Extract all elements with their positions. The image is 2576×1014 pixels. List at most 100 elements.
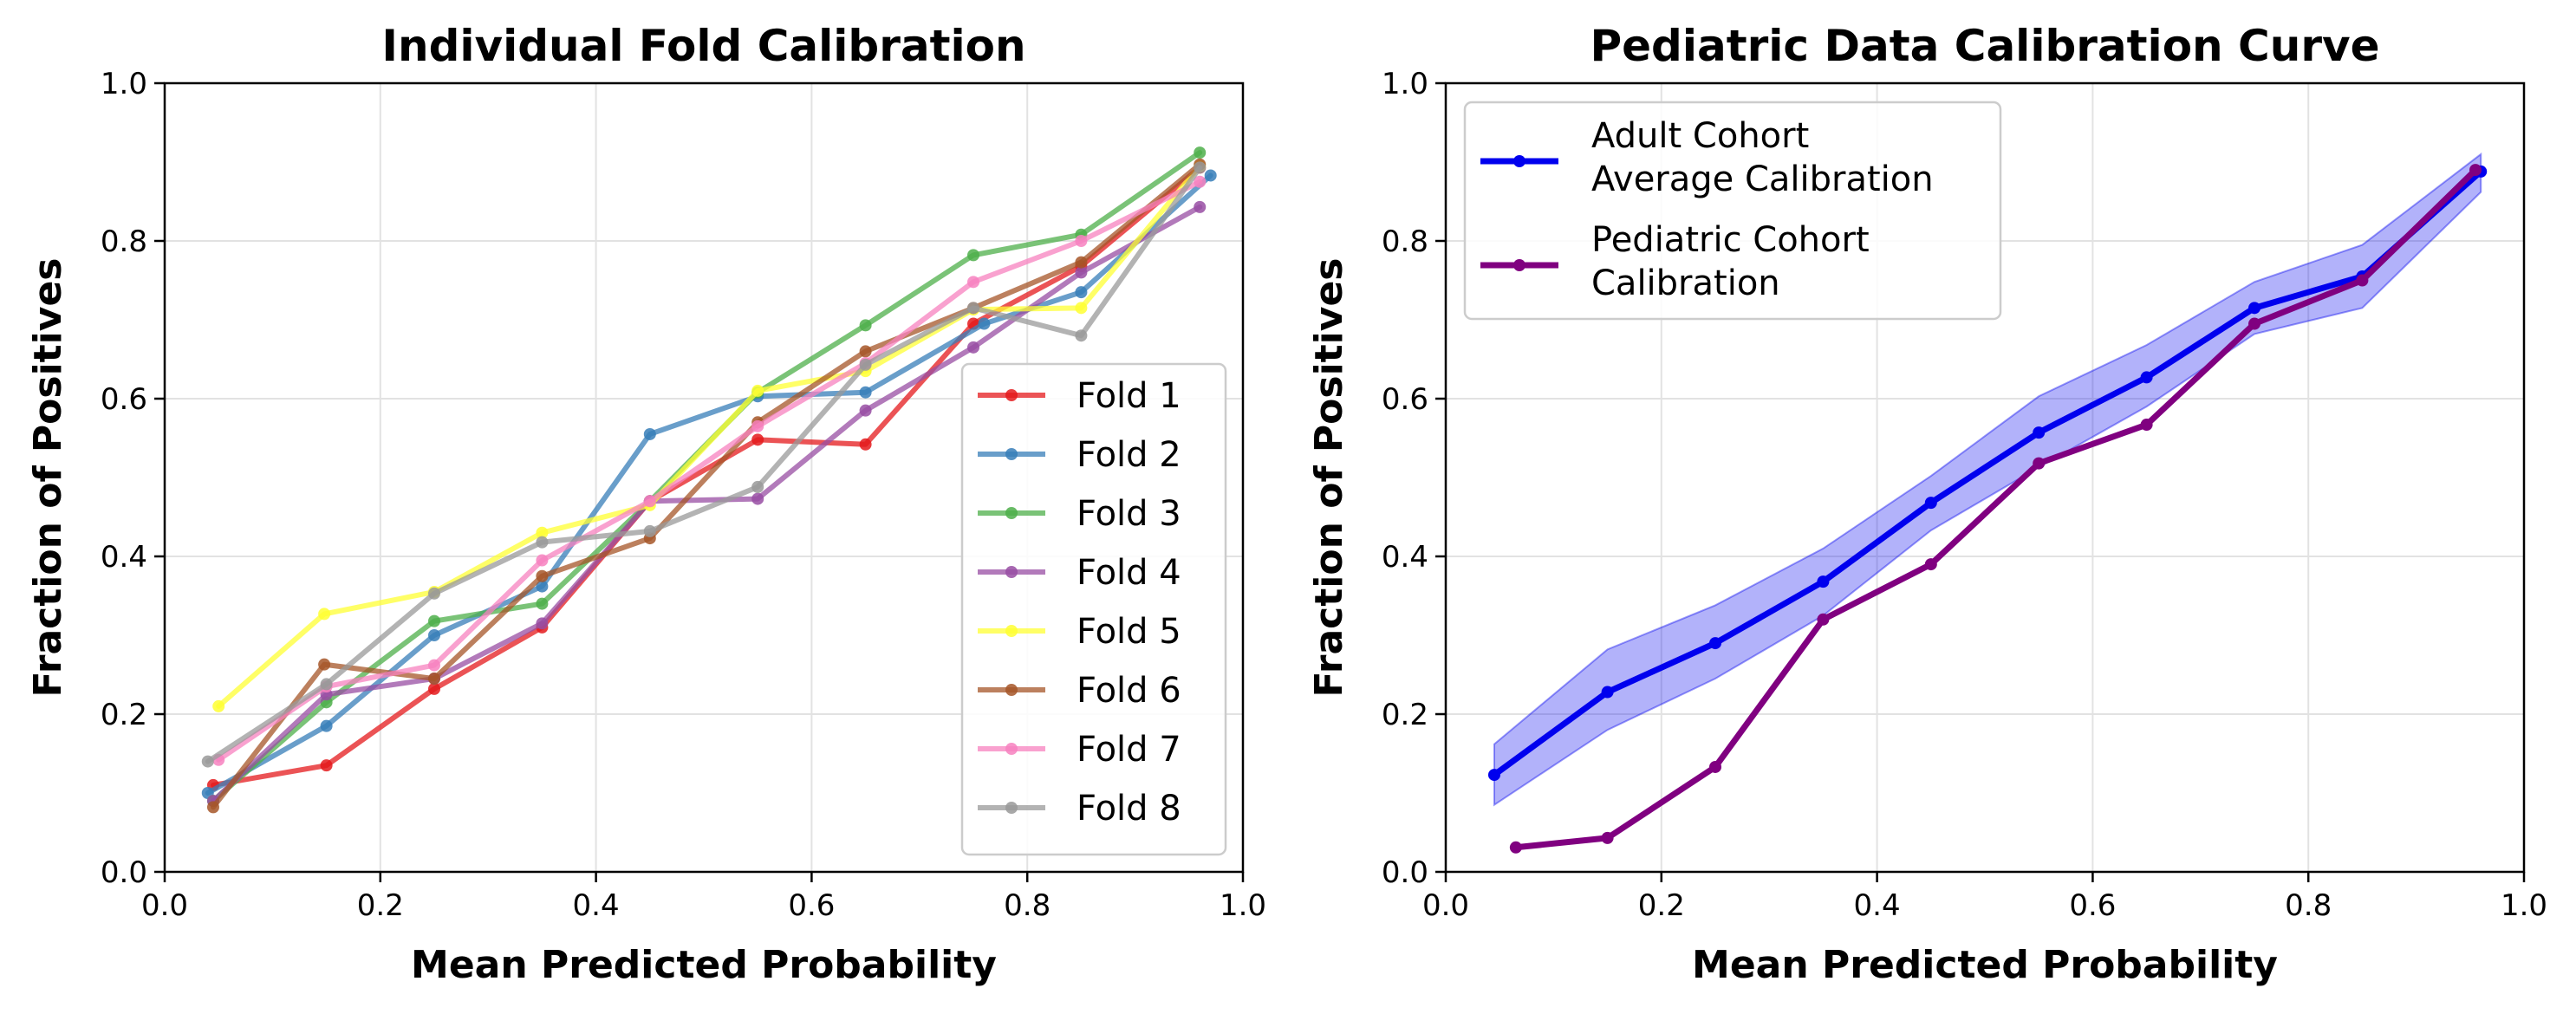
legend-label-line: Adult Cohort xyxy=(1591,116,1809,156)
legend-label-line: Average Calibration xyxy=(1591,159,1934,199)
y-tick-label: 0.0 xyxy=(101,855,147,890)
x-tick-label: 0.2 xyxy=(1638,888,1685,923)
y-tick-label: 0.6 xyxy=(1382,382,1428,417)
legend-item: Fold 4 xyxy=(978,553,1181,593)
legend-swatch-marker xyxy=(1005,566,1018,578)
x-tick-label: 0.0 xyxy=(141,888,188,923)
legend-label: Fold 6 xyxy=(1077,671,1181,711)
x-tick-label: 1.0 xyxy=(1220,888,1266,923)
data-point xyxy=(967,302,979,315)
series-line xyxy=(1512,166,2479,851)
legend-swatch-marker xyxy=(1005,625,1018,637)
legend-swatch-marker xyxy=(1513,259,1525,271)
data-point xyxy=(859,319,872,332)
data-point xyxy=(2469,164,2482,177)
data-point xyxy=(1204,169,1217,182)
x-tick-label: 0.6 xyxy=(2069,888,2116,923)
data-point xyxy=(428,673,440,686)
series-2 xyxy=(1509,164,2482,854)
legend-label: Fold 8 xyxy=(1077,789,1181,829)
series-line xyxy=(216,179,1203,763)
data-point xyxy=(751,480,764,493)
data-point xyxy=(2033,457,2046,470)
data-point xyxy=(536,536,549,549)
legend-swatch-marker xyxy=(1005,507,1018,519)
data-point xyxy=(1075,256,1088,269)
x-tick-label: 0.8 xyxy=(1004,888,1051,923)
data-point xyxy=(1509,841,1522,854)
data-point xyxy=(428,682,440,695)
data-point xyxy=(536,617,549,630)
data-point xyxy=(428,614,440,627)
y-tick-label: 0.4 xyxy=(1382,540,1428,575)
x-tick-label: 1.0 xyxy=(2501,888,2547,923)
legend-item: Fold 6 xyxy=(978,671,1181,711)
y-tick-label: 0.2 xyxy=(1382,698,1428,732)
data-point xyxy=(1817,613,1830,626)
data-point xyxy=(978,317,991,330)
x-axis-label: Mean Predicted Probability xyxy=(1692,943,2278,987)
data-point xyxy=(1075,302,1088,315)
data-point xyxy=(318,608,331,621)
y-axis-label: Fraction of Positives xyxy=(1307,258,1351,698)
data-point xyxy=(859,345,872,358)
data-point xyxy=(320,719,333,732)
y-tick-label: 0.8 xyxy=(1382,224,1428,259)
legend-box xyxy=(960,362,1227,856)
data-point xyxy=(428,659,440,672)
data-point xyxy=(2248,302,2261,315)
chart-title: Pediatric Data Calibration Curve xyxy=(1590,21,2379,71)
data-point xyxy=(1601,831,1614,844)
data-point xyxy=(206,801,219,814)
x-tick-label: 0.8 xyxy=(2285,888,2332,923)
y-tick-label: 1.0 xyxy=(1382,67,1428,101)
data-point xyxy=(536,569,549,582)
legend-label-line: Pediatric Cohort xyxy=(1591,220,1870,260)
y-tick-label: 1.0 xyxy=(101,67,147,101)
data-point xyxy=(212,699,225,712)
plot-frame xyxy=(1444,81,2526,874)
series-8 xyxy=(201,161,1207,768)
legend-item: Fold 8 xyxy=(978,789,1181,829)
data-point xyxy=(2140,419,2153,432)
legend-label: Fold 4 xyxy=(1077,553,1181,593)
x-tick-label: 0.4 xyxy=(573,888,620,923)
y-tick-label: 0.2 xyxy=(101,698,147,732)
legend-item: Fold 7 xyxy=(978,730,1181,770)
series-line xyxy=(210,165,1203,788)
data-point xyxy=(2140,371,2153,384)
chart-title: Individual Fold Calibration xyxy=(381,21,1025,71)
data-point xyxy=(1924,558,1937,571)
legend: Fold 1 Fold 2 Fold 3 Fold 4 Fold 5 Fold 6 Fold… xyxy=(960,362,1227,856)
data-point xyxy=(1075,286,1088,299)
chart-panel-2: 0.0 0.2 0.4 0.6 0.8 1.0 0.0 0.2 0.4 0.6 0.8 1.0 Pedi… xyxy=(1307,21,2547,987)
data-point xyxy=(2033,426,2046,439)
data-point xyxy=(751,433,764,446)
series-line xyxy=(205,165,1203,764)
data-point xyxy=(320,759,333,772)
series-line xyxy=(1491,168,2484,778)
legend-item: Fold 5 xyxy=(978,612,1181,652)
data-point xyxy=(428,629,440,641)
legend-box xyxy=(1463,101,2002,321)
data-point xyxy=(1194,161,1207,174)
x-tick-label: 0.0 xyxy=(1422,888,1469,923)
legend-item: Fold 2 xyxy=(978,435,1181,475)
data-point xyxy=(2356,274,2369,287)
x-tick-label: 0.4 xyxy=(1854,888,1901,923)
data-point xyxy=(859,438,872,451)
data-point xyxy=(536,580,549,593)
legend-swatch-marker xyxy=(1005,389,1018,401)
series-line xyxy=(216,163,1203,709)
legend-swatch-marker xyxy=(1005,684,1018,696)
data-point xyxy=(967,249,979,262)
legend-swatch-marker xyxy=(1005,802,1018,814)
data-point xyxy=(1075,235,1088,247)
legend-label: Fold 3 xyxy=(1077,494,1181,534)
data-point xyxy=(643,427,656,440)
y-tick-label: 0.4 xyxy=(101,540,147,575)
data-point xyxy=(751,419,764,432)
legend-label: Adult Cohort Average Calibration xyxy=(1591,116,1934,199)
data-point xyxy=(1194,175,1207,188)
data-point xyxy=(1924,497,1937,510)
